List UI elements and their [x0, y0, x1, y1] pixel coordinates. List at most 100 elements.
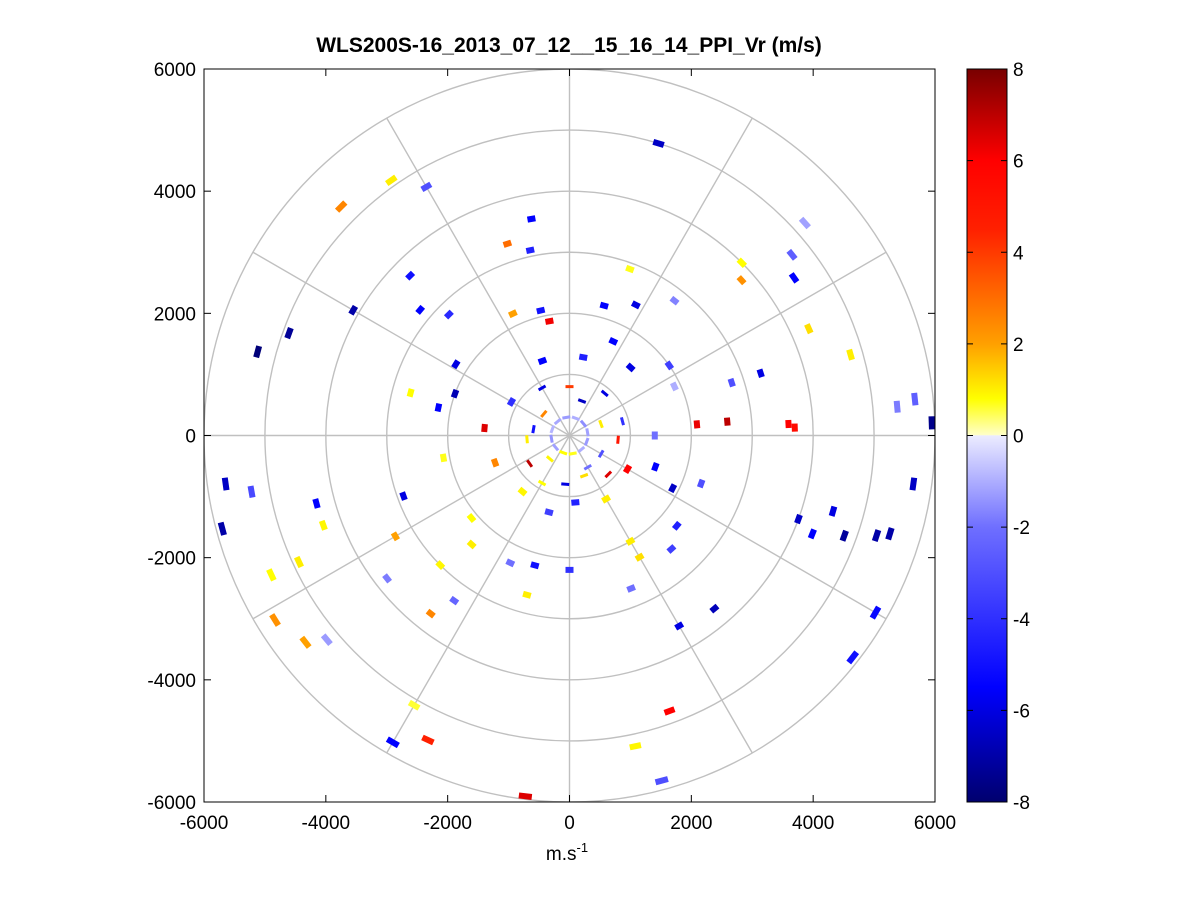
velocity-gate	[669, 381, 679, 392]
velocity-gate	[601, 494, 612, 504]
velocity-gate	[334, 200, 348, 213]
velocity-gate	[435, 560, 446, 571]
velocity-gate	[299, 635, 312, 649]
x-tick-label: 4000	[792, 813, 834, 834]
velocity-gate	[545, 455, 554, 463]
velocity-gate	[786, 248, 798, 261]
velocity-gate	[558, 449, 568, 456]
velocity-gate	[671, 520, 682, 531]
x-axis-label-base: m.s	[546, 844, 577, 865]
velocity-gate	[723, 417, 731, 426]
y-tick-label: -4000	[147, 671, 196, 692]
velocity-gate	[530, 561, 540, 570]
velocity-gate	[600, 389, 609, 398]
colorbar-tick-label: -2	[1013, 518, 1030, 539]
velocity-gate	[466, 539, 477, 550]
velocity-gate	[666, 544, 677, 554]
velocity-gate	[425, 608, 436, 619]
velocity-gate	[266, 568, 277, 582]
velocity-gate	[696, 478, 706, 489]
velocity-gate	[625, 264, 635, 274]
velocity-gate	[421, 734, 435, 746]
velocity-gate	[756, 368, 765, 378]
colorbar-tick-label: -4	[1013, 610, 1030, 631]
velocity-gate	[651, 462, 660, 472]
y-axis: 6000 4000 2000 0 -2000 -4000 -6000	[147, 60, 935, 814]
velocity-gate	[625, 362, 636, 373]
velocity-gate	[551, 443, 560, 452]
velocity-gate	[320, 633, 333, 646]
velocity-gate	[579, 419, 588, 428]
velocity-gate	[794, 513, 803, 525]
velocity-gate	[544, 317, 554, 325]
colorbar-tick-label: 2	[1013, 335, 1024, 356]
velocity-gate	[727, 377, 736, 388]
velocity-gate	[626, 584, 636, 593]
velocity-gate	[668, 483, 678, 494]
velocity-gate	[693, 420, 701, 429]
velocity-gate	[505, 558, 516, 568]
colorbar-ticks: 8 6 4 2 0 -2 -4 -6 -8	[967, 60, 1030, 814]
velocity-gate	[804, 323, 814, 335]
velocity-gate	[652, 138, 665, 148]
velocity-gate	[526, 459, 534, 468]
y-tick-label: 0	[185, 427, 196, 448]
colorbar-gradient	[967, 69, 1007, 802]
velocity-gate	[885, 527, 895, 541]
azimuth-spoke	[386, 435, 571, 754]
velocity-gate	[736, 275, 747, 286]
x-axis: -6000 -4000 -2000 0 2000 4000 6000	[180, 69, 956, 834]
velocity-gate	[536, 306, 546, 315]
velocity-gate	[507, 309, 518, 319]
velocity-gate	[549, 434, 554, 443]
velocity-gate	[619, 417, 625, 426]
velocity-gate	[616, 435, 620, 444]
velocity-gate	[269, 613, 281, 627]
velocity-gate	[382, 573, 393, 584]
velocity-gate	[518, 792, 533, 801]
velocity-gate	[318, 519, 328, 531]
velocity-gate	[598, 419, 604, 429]
velocity-gate	[531, 424, 536, 434]
velocity-gate	[709, 603, 720, 614]
velocity-gate	[525, 435, 529, 444]
velocity-gate	[562, 415, 571, 420]
velocity-gate	[451, 359, 461, 370]
velocity-gate	[585, 428, 590, 437]
azimuth-spoke	[569, 251, 887, 437]
x-tick-label: 6000	[914, 813, 956, 834]
colorbar-tick-label: 0	[1013, 427, 1024, 448]
velocity-gate	[664, 360, 675, 371]
velocity-gate	[798, 216, 811, 230]
y-tick-label: 4000	[154, 182, 196, 203]
velocity-gate	[583, 463, 592, 471]
x-axis-label-exponent: -1	[577, 840, 589, 855]
velocity-gate	[549, 424, 556, 434]
velocity-gate	[604, 470, 613, 479]
velocity-gate	[599, 301, 609, 310]
velocity-gate	[736, 257, 748, 268]
velocity-gate	[788, 272, 800, 284]
velocity-gate	[439, 453, 448, 463]
velocity-gate	[669, 295, 680, 306]
velocity-gate	[871, 529, 882, 542]
colorbar-tick-label: -8	[1013, 793, 1030, 814]
velocity-gate	[846, 348, 855, 361]
velocity-gate	[608, 336, 619, 346]
velocity-gate	[625, 536, 636, 546]
velocity-gate	[568, 451, 577, 456]
velocity-gate	[466, 512, 477, 523]
velocity-gate	[577, 445, 586, 454]
velocity-gate	[490, 457, 500, 468]
azimuth-spoke	[569, 434, 887, 620]
velocity-gate	[526, 215, 536, 223]
velocity-gate	[579, 472, 589, 479]
velocity-gate	[443, 309, 454, 320]
colorbar-tick-label: 6	[1013, 152, 1024, 173]
velocity-gate	[449, 595, 460, 606]
velocity-gate	[405, 270, 416, 281]
velocity-gate	[807, 528, 817, 540]
x-axis-label: m.s-1	[546, 840, 588, 865]
azimuth-spoke	[252, 434, 570, 620]
